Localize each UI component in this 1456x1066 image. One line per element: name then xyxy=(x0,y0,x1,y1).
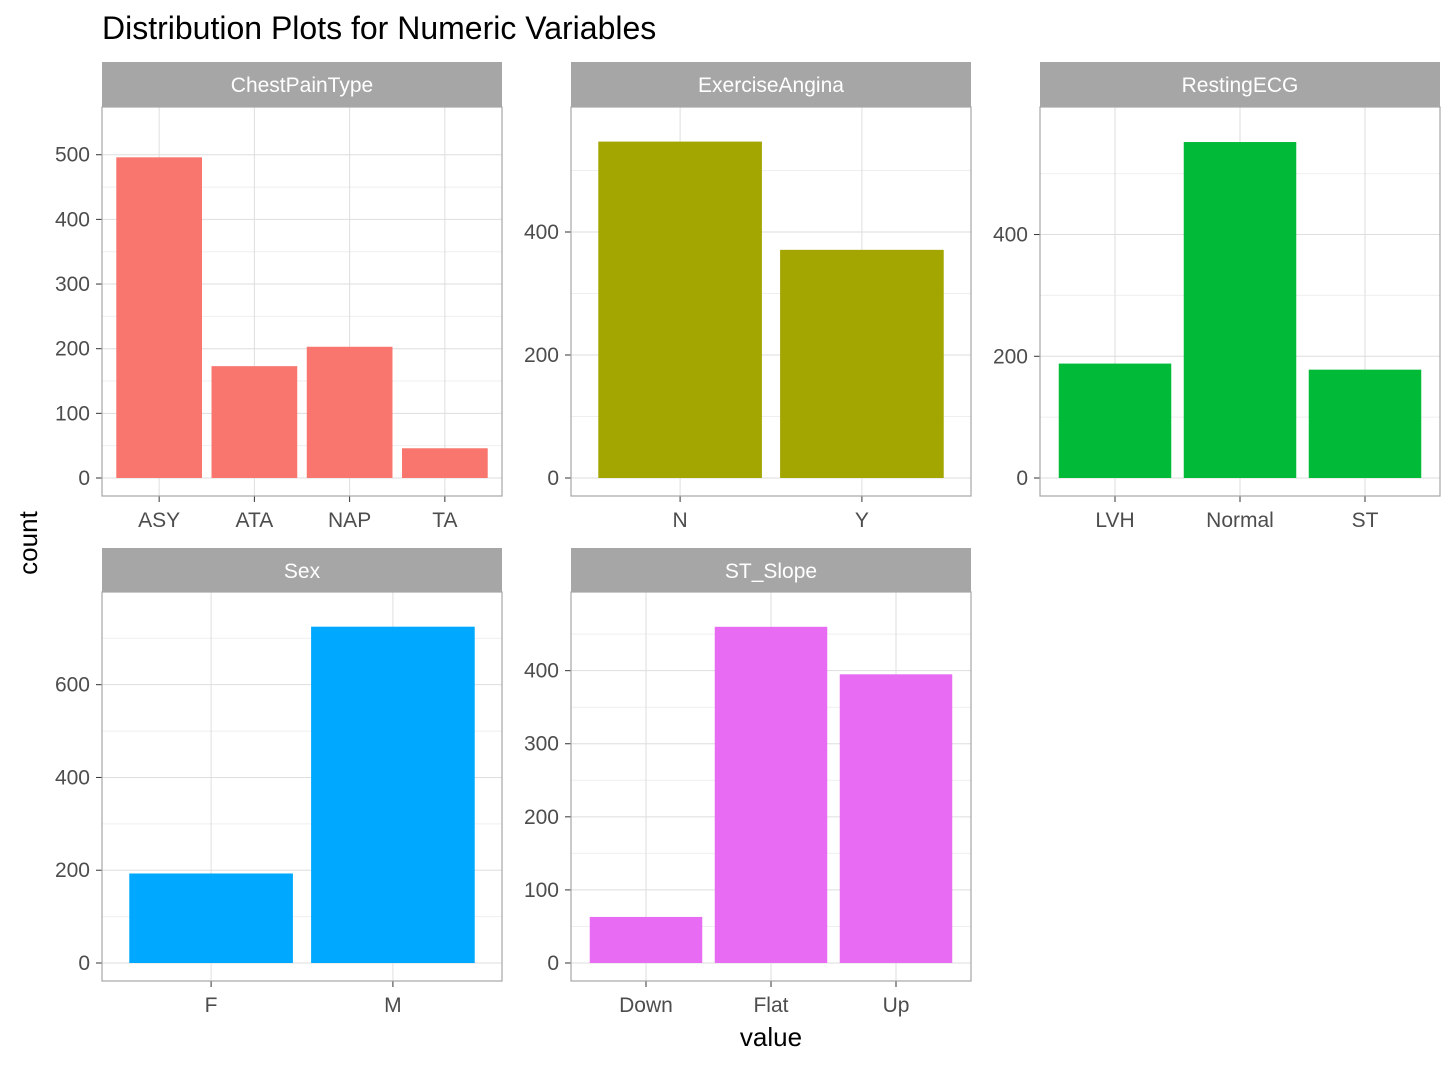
x-tick-label: Normal xyxy=(1206,509,1274,532)
panel-border xyxy=(1039,106,1441,497)
panel-border xyxy=(101,106,503,497)
facet-ST_Slope: ST_Slope 0 100 200 300 400 Down Flat Up xyxy=(524,548,972,1017)
x-tick-label: Down xyxy=(619,994,673,1017)
y-tick-label: 400 xyxy=(524,660,559,683)
panel-border xyxy=(570,106,972,497)
strip-RestingECG xyxy=(1040,62,1440,107)
strip-ExerciseAngina xyxy=(571,62,971,107)
y-tick-label: 200 xyxy=(55,338,90,361)
y-tick-label: 0 xyxy=(547,467,559,490)
y-tick-label: 0 xyxy=(78,952,90,975)
bar-ST_Slope-Up xyxy=(839,674,953,963)
y-tick-label: 100 xyxy=(55,402,90,425)
strip-ST_Slope xyxy=(571,548,971,592)
facet-panels: ChestPainType 0 100 200 300 400 500 ASY ATA NAP TA… xyxy=(55,62,1441,1017)
bar-ST_Slope-Flat xyxy=(714,626,828,963)
x-tick-label: TA xyxy=(432,509,457,532)
bar-ST_Slope-Down xyxy=(589,916,703,963)
bar-ChestPainType-TA xyxy=(402,448,488,478)
panel-border xyxy=(570,591,972,982)
x-tick-label: F xyxy=(205,994,218,1017)
y-tick-label: 400 xyxy=(993,224,1028,247)
bar-ChestPainType-ATA xyxy=(211,366,298,478)
x-tick-label: M xyxy=(384,994,402,1017)
bar-ChestPainType-NAP xyxy=(306,346,393,478)
facet-Sex: Sex 0 200 400 600 F M xyxy=(55,548,503,1017)
bar-ExerciseAngina-Y xyxy=(780,249,944,478)
facet-ExerciseAngina: ExerciseAngina 0 200 400 N Y xyxy=(524,62,972,532)
y-tick-label: 500 xyxy=(55,144,90,167)
y-tick-label: 200 xyxy=(55,859,90,882)
bar-RestingECG-ST xyxy=(1308,369,1422,478)
strip-label-ST_Slope: ST_Slope xyxy=(725,560,817,583)
chart-title: Distribution Plots for Numeric Variables xyxy=(102,10,656,46)
strip-label-ExerciseAngina: ExerciseAngina xyxy=(698,74,844,97)
facet-RestingECG: RestingECG 0 200 400 LVH Normal ST xyxy=(993,62,1441,532)
y-tick-label: 400 xyxy=(524,221,559,244)
x-tick-label: Y xyxy=(855,509,869,532)
bar-ExerciseAngina-N xyxy=(598,141,762,478)
y-tick-label: 300 xyxy=(55,273,90,296)
bar-Sex-M xyxy=(311,626,475,963)
x-tick-label: ST xyxy=(1352,509,1379,532)
bar-Sex-F xyxy=(129,873,293,963)
y-tick-label: 100 xyxy=(524,879,559,902)
y-tick-label: 0 xyxy=(1016,467,1028,490)
y-tick-label: 200 xyxy=(524,806,559,829)
x-tick-label: N xyxy=(673,509,688,532)
x-tick-label: NAP xyxy=(328,509,371,532)
y-tick-label: 0 xyxy=(78,467,90,490)
bar-RestingECG-Normal xyxy=(1183,142,1297,478)
strip-ChestPainType xyxy=(102,62,502,107)
y-tick-label: 600 xyxy=(55,674,90,697)
x-tick-label: Flat xyxy=(753,994,788,1017)
y-tick-label: 400 xyxy=(55,208,90,231)
y-axis-title: count xyxy=(13,510,43,574)
x-tick-label: LVH xyxy=(1095,509,1134,532)
y-tick-label: 200 xyxy=(993,345,1028,368)
strip-Sex xyxy=(102,548,502,592)
y-tick-label: 300 xyxy=(524,733,559,756)
x-tick-label: ASY xyxy=(138,509,180,532)
y-tick-label: 0 xyxy=(547,952,559,975)
x-axis-title: value xyxy=(740,1022,802,1052)
bar-RestingECG-LVH xyxy=(1058,363,1172,478)
strip-label-Sex: Sex xyxy=(284,560,321,583)
x-tick-label: Up xyxy=(883,994,910,1017)
panel-border xyxy=(101,591,503,982)
bar-ChestPainType-ASY xyxy=(116,157,202,479)
x-tick-label: ATA xyxy=(236,509,274,532)
strip-label-ChestPainType: ChestPainType xyxy=(231,74,373,97)
y-tick-label: 400 xyxy=(55,766,90,789)
facet-ChestPainType: ChestPainType 0 100 200 300 400 500 ASY ATA NAP TA xyxy=(55,62,503,532)
y-tick-label: 200 xyxy=(524,344,559,367)
strip-label-RestingECG: RestingECG xyxy=(1182,74,1299,97)
